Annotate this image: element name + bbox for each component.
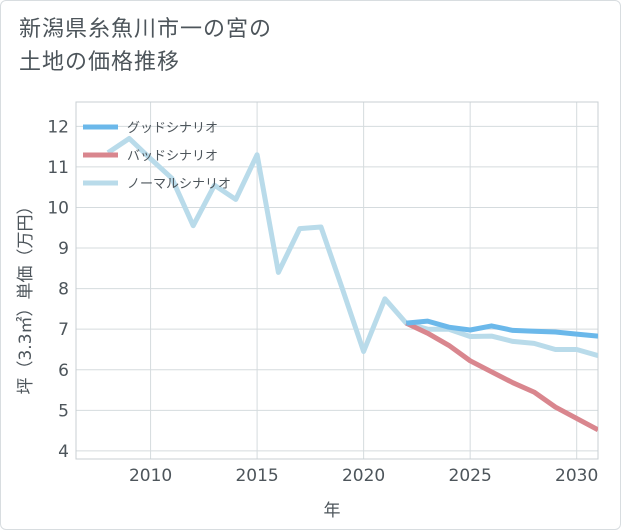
chart-title-line-2: 土地の価格推移 [19, 50, 181, 75]
series-line-good [405, 318, 598, 339]
grid-lines [76, 102, 598, 459]
tick-labels: 4 5 6 7 8 9 10 11 12 2010 2015 2020 2025 2030 [47, 117, 598, 486]
y-tick-label: 10 [47, 198, 69, 218]
y-tick-label: 5 [58, 401, 69, 421]
legend-label-good: グッドシナリオ [127, 121, 218, 136]
chart-title: 新潟県糸魚川市一の宮の 土地の価格推移 [19, 13, 579, 79]
legend-label-bad: バッドシナリオ [127, 149, 218, 164]
y-tick-label: 6 [58, 361, 69, 381]
x-axis-title: 年 [324, 501, 341, 521]
x-tick-label: 2020 [342, 466, 385, 486]
series-line-bad [405, 320, 598, 433]
x-tick-label: 2030 [555, 466, 598, 486]
x-tick-label: 2025 [449, 466, 492, 486]
x-tick-label: 2015 [235, 466, 278, 486]
y-tick-label: 11 [47, 158, 69, 178]
plot-area-border [75, 101, 599, 460]
y-tick-label: 4 [58, 442, 69, 462]
legend-label-normal: ノーマルシナリオ [127, 177, 231, 192]
series-line-normal [106, 136, 598, 359]
y-tick-label: 9 [58, 239, 69, 259]
y-tick-label: 8 [58, 280, 69, 300]
legend: グッドシナリオ バッドシナリオ ノーマルシナリオ [83, 121, 231, 192]
chart-title-line-1: 新潟県糸魚川市一の宮の [19, 17, 273, 42]
y-tick-label: 7 [58, 320, 69, 340]
y-tick-label: 12 [47, 117, 69, 137]
series-lines [106, 136, 598, 433]
y-axis-title: 坪（3.3㎡）単価（万円） [16, 197, 36, 394]
x-tick-label: 2010 [129, 466, 172, 486]
